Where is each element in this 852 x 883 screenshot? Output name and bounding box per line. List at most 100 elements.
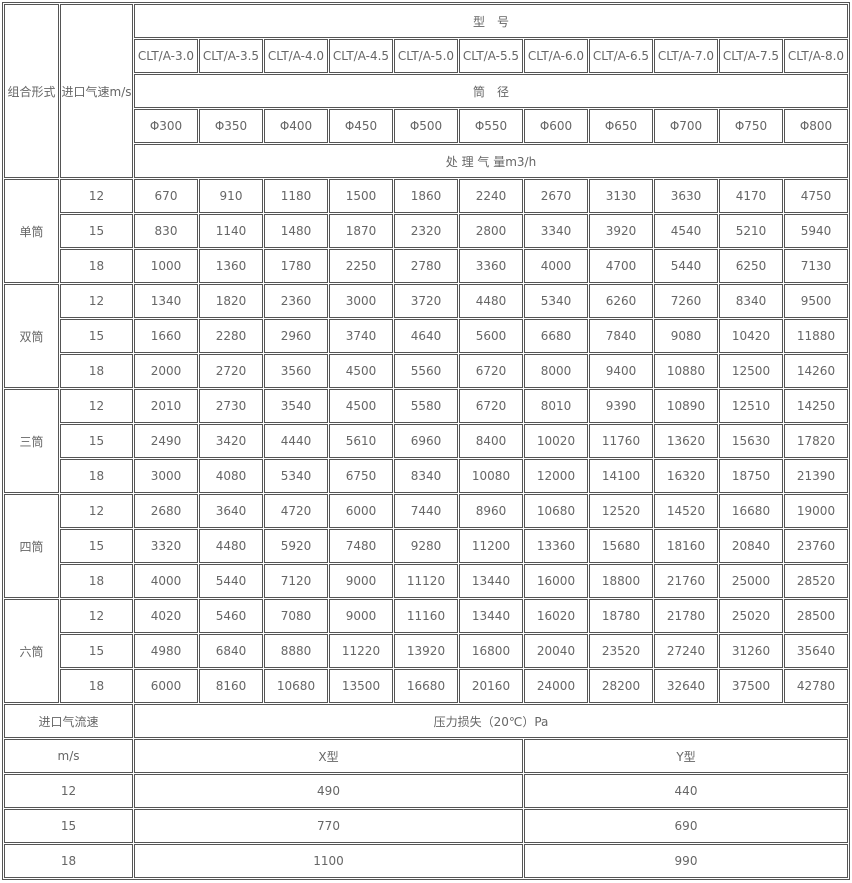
flow-cell: 12510 <box>719 389 783 423</box>
flow-cell: 6750 <box>329 459 393 493</box>
table-row: 六筒 12 4020 5460 7080 9000 11160 13440 16020 18780… <box>4 599 848 703</box>
table-row: 15 830 1140 1480 1870 2320 2800 3340 3920 4540 521… <box>4 214 848 248</box>
speed-cell: 15 <box>60 214 133 248</box>
flow-cell: 4020 <box>134 599 198 633</box>
flow-cell: 4980 <box>134 634 198 668</box>
flow-cell: 10420 <box>719 319 783 353</box>
flow-cell: 6260 <box>589 284 653 318</box>
flow-cell: 1870 <box>329 214 393 248</box>
flow-cell: 27240 <box>654 634 718 668</box>
flow-cell: 5440 <box>654 249 718 283</box>
pressure-y: 690 <box>524 809 848 843</box>
flow-cell: 11220 <box>329 634 393 668</box>
flow-cell: 25020 <box>719 599 783 633</box>
flow-cell: 6720 <box>459 354 523 388</box>
flow-cell: 3340 <box>524 214 588 248</box>
diameter-cell: Φ550 <box>459 109 523 143</box>
diameter-cell: Φ500 <box>394 109 458 143</box>
pressure-x: 1100 <box>134 844 523 878</box>
header-row-model: 组合形式 进口气速m/s 型 号 <box>4 4 848 178</box>
diameter-cell: Φ400 <box>264 109 328 143</box>
speed-cell: 15 <box>60 424 133 458</box>
speed-cell: 15 <box>60 634 133 668</box>
flow-cell: 3540 <box>264 389 328 423</box>
flow-cell: 2320 <box>394 214 458 248</box>
flow-cell: 21780 <box>654 599 718 633</box>
table-row: 单筒 12 670 910 1180 1500 1860 2240 2670 3130 3630 41… <box>4 179 848 283</box>
flow-cell: 13620 <box>654 424 718 458</box>
flow-cell: 6840 <box>199 634 263 668</box>
flow-cell: 3920 <box>589 214 653 248</box>
flow-cell: 5560 <box>394 354 458 388</box>
pressure-x: 770 <box>134 809 523 843</box>
flow-cell: 42780 <box>784 669 848 703</box>
flow-cell: 10680 <box>264 669 328 703</box>
speed-cell: 12 <box>60 284 133 318</box>
flow-cell: 1140 <box>199 214 263 248</box>
header-row-flow: 处 理 气 量m3/h <box>4 144 848 178</box>
header-row-diameter: 筒 径 <box>4 74 848 108</box>
pressure-x: 490 <box>134 774 523 808</box>
flow-cell: 2360 <box>264 284 328 318</box>
flow-cell: 15680 <box>589 529 653 563</box>
flow-cell: 5340 <box>524 284 588 318</box>
flow-cell: 8960 <box>459 494 523 528</box>
flow-cell: 5460 <box>199 599 263 633</box>
flow-cell: 35640 <box>784 634 848 668</box>
flow-cell: 4700 <box>589 249 653 283</box>
y-type-label: Y型 <box>524 739 848 773</box>
model-cell: CLT/A-4.0 <box>264 39 328 73</box>
flow-title: 处 理 气 量m3/h <box>134 144 848 178</box>
flow-cell: 1500 <box>329 179 393 213</box>
flow-cell: 5940 <box>784 214 848 248</box>
flow-cell: 11880 <box>784 319 848 353</box>
flow-cell: 10680 <box>524 494 588 528</box>
flow-cell: 1660 <box>134 319 198 353</box>
flow-cell: 2240 <box>459 179 523 213</box>
flow-cell: 16680 <box>394 669 458 703</box>
flow-cell: 19000 <box>784 494 848 528</box>
diameter-cell: Φ350 <box>199 109 263 143</box>
flow-cell: 8340 <box>719 284 783 318</box>
diameter-cell: Φ600 <box>524 109 588 143</box>
flow-cell: 2680 <box>134 494 198 528</box>
diameter-cell: Φ450 <box>329 109 393 143</box>
flow-cell: 16020 <box>524 599 588 633</box>
speed-cell: 12 <box>60 494 133 528</box>
model-cell: CLT/A-3.0 <box>134 39 198 73</box>
flow-cell: 4500 <box>329 389 393 423</box>
speed-cell: 18 <box>60 669 133 703</box>
flow-cell: 3000 <box>134 459 198 493</box>
flow-cell: 2490 <box>134 424 198 458</box>
flow-cell: 7260 <box>654 284 718 318</box>
pressure-row: 12 490 440 <box>4 774 848 808</box>
model-cell: CLT/A-4.5 <box>329 39 393 73</box>
speed-cell: 18 <box>60 249 133 283</box>
group-header: 组合形式 <box>4 4 59 178</box>
flow-cell: 2730 <box>199 389 263 423</box>
model-cell: CLT/A-6.0 <box>524 39 588 73</box>
model-cell: CLT/A-6.5 <box>589 39 653 73</box>
diameter-cell: Φ650 <box>589 109 653 143</box>
flow-cell: 2780 <box>394 249 458 283</box>
flow-cell: 10880 <box>654 354 718 388</box>
pressure-speed-label: 进口气流速 <box>4 704 133 738</box>
flow-cell: 3360 <box>459 249 523 283</box>
flow-cell: 2960 <box>264 319 328 353</box>
flow-cell: 9080 <box>654 319 718 353</box>
table-row: 15 2490 3420 4440 5610 6960 8400 10020 11760 1362… <box>4 424 848 458</box>
flow-cell: 9280 <box>394 529 458 563</box>
flow-cell: 1180 <box>264 179 328 213</box>
flow-cell: 31260 <box>719 634 783 668</box>
flow-cell: 12520 <box>589 494 653 528</box>
flow-cell: 5340 <box>264 459 328 493</box>
flow-cell: 4750 <box>784 179 848 213</box>
flow-cell: 21390 <box>784 459 848 493</box>
group-name: 六筒 <box>4 599 59 703</box>
flow-cell: 8000 <box>524 354 588 388</box>
flow-cell: 7840 <box>589 319 653 353</box>
pressure-speed: 12 <box>4 774 133 808</box>
flow-cell: 1480 <box>264 214 328 248</box>
flow-cell: 3420 <box>199 424 263 458</box>
